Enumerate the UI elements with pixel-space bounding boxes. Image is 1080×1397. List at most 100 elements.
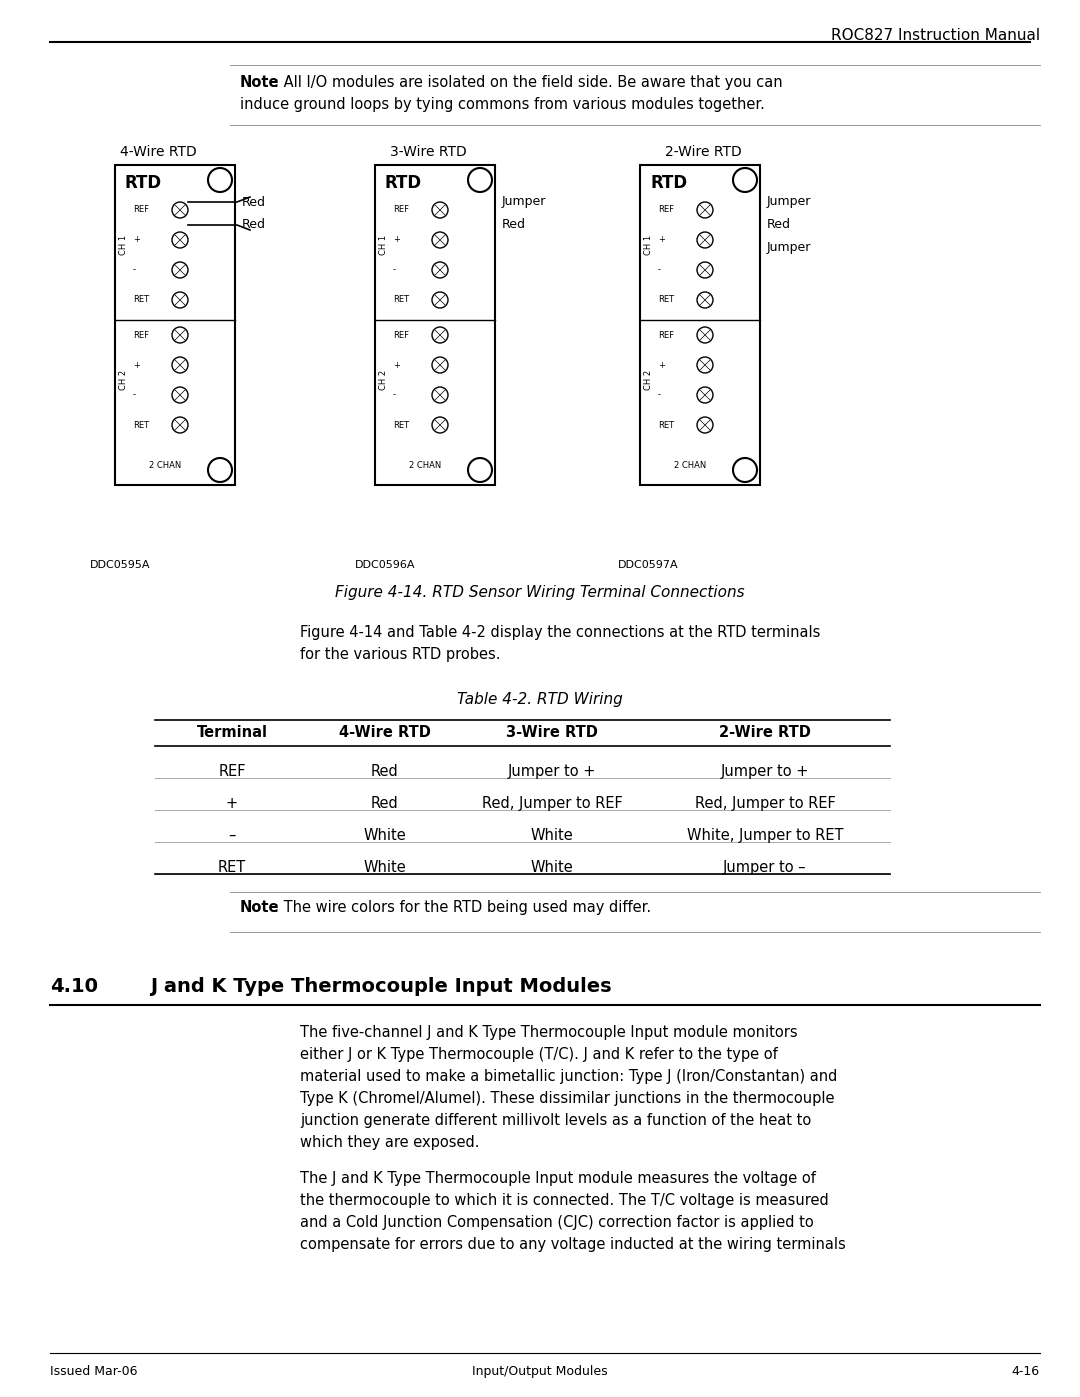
Text: CH 2: CH 2 <box>644 370 653 390</box>
Text: RET: RET <box>658 296 674 305</box>
Text: White: White <box>530 828 573 842</box>
Circle shape <box>432 387 448 402</box>
Text: RET: RET <box>133 420 149 429</box>
Text: either J or K Type Thermocouple (T/C). J and K refer to the type of: either J or K Type Thermocouple (T/C). J… <box>300 1046 778 1062</box>
Text: 3-Wire RTD: 3-Wire RTD <box>507 725 598 740</box>
Text: RTD: RTD <box>384 175 422 191</box>
Text: 2-Wire RTD: 2-Wire RTD <box>719 725 811 740</box>
Circle shape <box>208 168 232 191</box>
Text: +: + <box>658 236 665 244</box>
Text: REF: REF <box>658 205 674 215</box>
Text: REF: REF <box>133 205 149 215</box>
Text: -: - <box>658 391 661 400</box>
Circle shape <box>468 458 492 482</box>
Text: 2-Wire RTD: 2-Wire RTD <box>665 145 742 159</box>
Circle shape <box>697 327 713 344</box>
Circle shape <box>697 203 713 218</box>
Text: 2 CHAN: 2 CHAN <box>409 461 441 469</box>
Text: 2 CHAN: 2 CHAN <box>674 461 706 469</box>
Text: -: - <box>393 391 396 400</box>
Bar <box>375 165 495 485</box>
Text: +: + <box>226 796 238 812</box>
Circle shape <box>172 232 188 249</box>
Text: The J and K Type Thermocouple Input module measures the voltage of: The J and K Type Thermocouple Input modu… <box>300 1171 815 1186</box>
Circle shape <box>172 263 188 278</box>
Text: Note: Note <box>240 900 280 915</box>
Text: White: White <box>530 861 573 875</box>
Circle shape <box>697 263 713 278</box>
Circle shape <box>697 232 713 249</box>
Text: RET: RET <box>133 296 149 305</box>
Text: -: - <box>133 391 136 400</box>
Text: J and K Type Thermocouple Input Modules: J and K Type Thermocouple Input Modules <box>150 977 611 996</box>
Text: Jumper to –: Jumper to – <box>724 861 807 875</box>
Bar <box>640 165 760 485</box>
Text: White, Jumper to RET: White, Jumper to RET <box>687 828 843 842</box>
Text: 4-Wire RTD: 4-Wire RTD <box>339 725 431 740</box>
Circle shape <box>697 416 713 433</box>
Circle shape <box>172 358 188 373</box>
Bar <box>114 165 235 485</box>
Circle shape <box>468 168 492 191</box>
Circle shape <box>172 292 188 307</box>
Circle shape <box>208 458 232 482</box>
Text: Jumper: Jumper <box>767 196 811 208</box>
Text: ROC827 Instruction Manual: ROC827 Instruction Manual <box>831 28 1040 43</box>
Text: Red: Red <box>767 218 791 232</box>
Text: REF: REF <box>658 331 674 339</box>
Text: Red: Red <box>242 196 266 208</box>
Circle shape <box>172 416 188 433</box>
Circle shape <box>697 292 713 307</box>
Text: induce ground loops by tying commons from various modules together.: induce ground loops by tying commons fro… <box>240 96 765 112</box>
Text: the thermocouple to which it is connected. The T/C voltage is measured: the thermocouple to which it is connecte… <box>300 1193 828 1208</box>
Text: White: White <box>364 828 406 842</box>
Text: Red: Red <box>372 764 399 780</box>
Text: +: + <box>658 360 665 369</box>
Text: +: + <box>393 236 400 244</box>
Text: RET: RET <box>218 861 246 875</box>
Text: REF: REF <box>133 331 149 339</box>
Text: REF: REF <box>218 764 246 780</box>
Text: Table 4-2. RTD Wiring: Table 4-2. RTD Wiring <box>457 692 623 707</box>
Circle shape <box>697 358 713 373</box>
Text: Input/Output Modules: Input/Output Modules <box>472 1365 608 1377</box>
Text: Red, Jumper to REF: Red, Jumper to REF <box>694 796 835 812</box>
Text: Type K (Chromel/Alumel). These dissimilar junctions in the thermocouple: Type K (Chromel/Alumel). These dissimila… <box>300 1091 835 1106</box>
Text: -: - <box>658 265 661 274</box>
Text: +: + <box>133 360 140 369</box>
Text: and a Cold Junction Compensation (CJC) correction factor is applied to: and a Cold Junction Compensation (CJC) c… <box>300 1215 813 1229</box>
Text: Note: Note <box>240 75 280 89</box>
Text: –: – <box>228 828 235 842</box>
Text: REF: REF <box>393 205 409 215</box>
Circle shape <box>432 263 448 278</box>
Text: Red: Red <box>242 218 266 232</box>
Text: RET: RET <box>393 296 409 305</box>
Text: -: - <box>133 265 136 274</box>
Text: 3-Wire RTD: 3-Wire RTD <box>390 145 467 159</box>
Circle shape <box>432 232 448 249</box>
Text: Red, Jumper to REF: Red, Jumper to REF <box>482 796 622 812</box>
Text: 2 CHAN: 2 CHAN <box>149 461 181 469</box>
Text: White: White <box>364 861 406 875</box>
Text: 4-16: 4-16 <box>1012 1365 1040 1377</box>
Circle shape <box>733 168 757 191</box>
Text: 4.10: 4.10 <box>50 977 98 996</box>
Text: REF: REF <box>393 331 409 339</box>
Text: : All I/O modules are isolated on the field side. Be aware that you can: : All I/O modules are isolated on the fi… <box>274 75 783 89</box>
Text: DDC0595A: DDC0595A <box>90 560 150 570</box>
Circle shape <box>733 458 757 482</box>
Text: for the various RTD probes.: for the various RTD probes. <box>300 647 500 662</box>
Text: RET: RET <box>393 420 409 429</box>
Text: junction generate different millivolt levels as a function of the heat to: junction generate different millivolt le… <box>300 1113 811 1127</box>
Text: The five-channel J and K Type Thermocouple Input module monitors: The five-channel J and K Type Thermocoup… <box>300 1025 798 1039</box>
Text: Jumper to +: Jumper to + <box>508 764 596 780</box>
Text: material used to make a bimetallic junction: Type J (Iron/Constantan) and: material used to make a bimetallic junct… <box>300 1069 837 1084</box>
Text: CH 2: CH 2 <box>379 370 388 390</box>
Text: Jumper: Jumper <box>767 242 811 254</box>
Circle shape <box>432 327 448 344</box>
Text: compensate for errors due to any voltage inducted at the wiring terminals: compensate for errors due to any voltage… <box>300 1236 846 1252</box>
Text: -: - <box>393 265 396 274</box>
Text: CH 2: CH 2 <box>119 370 129 390</box>
Circle shape <box>432 292 448 307</box>
Text: RET: RET <box>658 420 674 429</box>
